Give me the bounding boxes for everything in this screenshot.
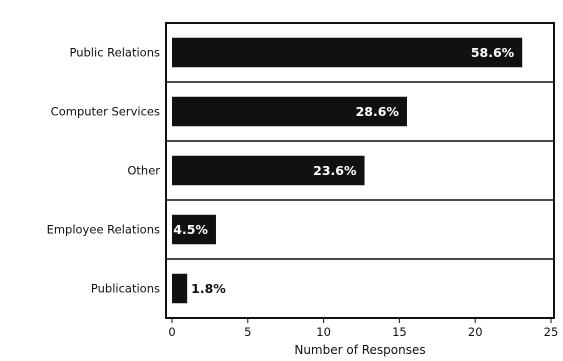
- bars: [172, 37, 523, 304]
- x-tick-label: 10: [316, 325, 331, 339]
- data-label: 23.6%: [313, 163, 357, 178]
- x-tick-label: 0: [168, 325, 175, 339]
- data-label: 58.6%: [471, 45, 515, 60]
- x-tick-label: 15: [392, 325, 407, 339]
- bar: [172, 214, 216, 245]
- x-tick-label: 5: [244, 325, 251, 339]
- x-tick-label: 20: [468, 325, 483, 339]
- bar: [172, 96, 407, 127]
- x-axis-title: Number of Responses: [294, 343, 425, 357]
- category-label: Computer Services: [51, 105, 160, 119]
- data-label: 4.5%: [173, 222, 208, 237]
- category-label: Publications: [91, 282, 160, 296]
- plot-frame: [165, 22, 555, 319]
- category-label: Other: [127, 164, 160, 178]
- row-separators: [166, 81, 554, 260]
- x-tick-label: 25: [544, 325, 559, 339]
- data-labels: 58.6% 28.6% 23.6% 4.5% 1.8%: [173, 45, 514, 296]
- bar: [172, 155, 365, 186]
- category-label: Public Relations: [69, 46, 160, 60]
- category-labels: Public Relations Computer Services Other Em…: [47, 46, 161, 296]
- bar: [172, 273, 188, 304]
- data-label: 1.8%: [191, 281, 226, 296]
- data-label: 28.6%: [356, 104, 400, 119]
- bar: [172, 37, 523, 68]
- x-axis-ticks: 0 5 10 15 20 25: [168, 318, 558, 339]
- category-label: Employee Relations: [47, 223, 160, 237]
